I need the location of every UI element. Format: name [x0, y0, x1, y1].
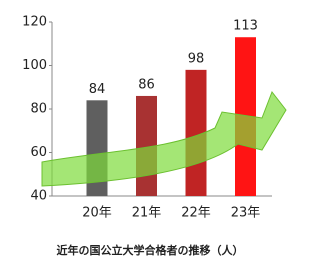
- value-label: 98: [188, 51, 205, 66]
- x-tick-label: 22年: [181, 206, 211, 221]
- value-label: 113: [233, 19, 258, 34]
- y-tick-label: 40: [30, 189, 47, 204]
- chart: 近年の国公立大学合格者の推移（人） 40 60 80 100 120 20年 84 21年 86…: [0, 0, 297, 268]
- value-label: 86: [138, 77, 155, 92]
- y-tick-label: 80: [30, 102, 47, 117]
- x-tick-label: 21年: [132, 206, 162, 221]
- y-tick-label: 120: [22, 15, 47, 30]
- x-tick-label: 23年: [231, 206, 261, 221]
- x-tick-label: 20年: [82, 206, 112, 221]
- value-label: 84: [89, 82, 106, 97]
- chart-title: 近年の国公立大学合格者の推移（人）: [57, 243, 244, 257]
- y-tick-label: 100: [22, 58, 47, 73]
- y-tick-label: 60: [30, 145, 47, 160]
